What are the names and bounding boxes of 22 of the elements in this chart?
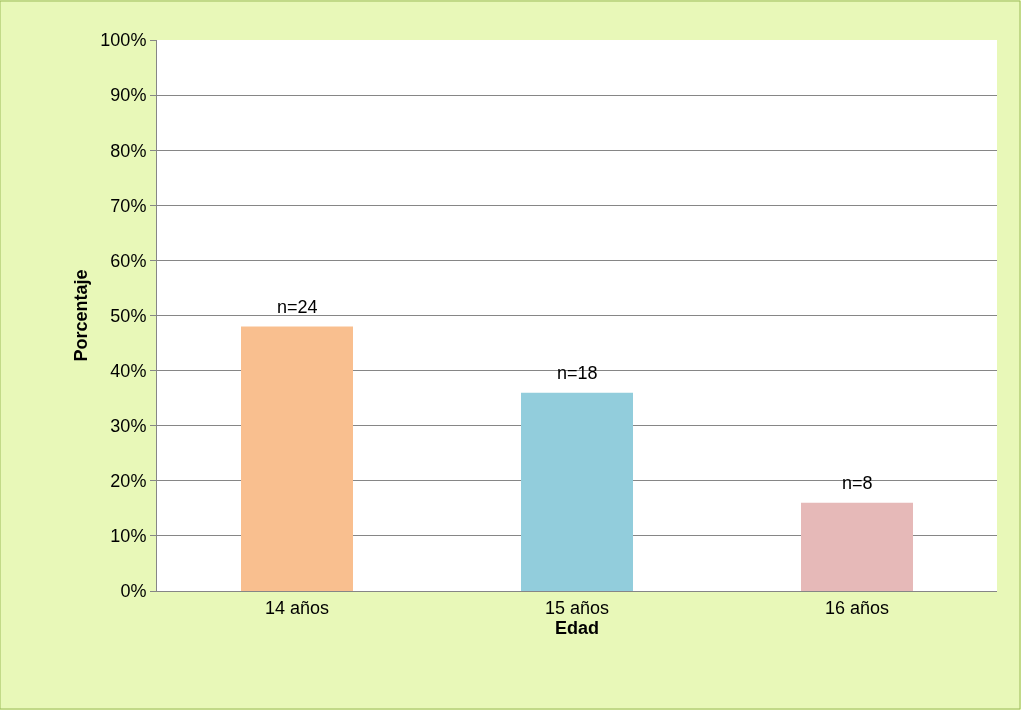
x-tick-label: 15 años	[544, 597, 610, 618]
y-tick-label: 10%	[110, 526, 147, 547]
x-axis-title: Edad	[554, 617, 600, 638]
annotation: n=24	[277, 297, 318, 317]
bar	[521, 392, 633, 591]
y-tick-label: 70%	[110, 195, 147, 216]
y-tick-label: 0%	[120, 581, 147, 602]
y-tick-label: 20%	[110, 471, 147, 492]
annotation: n=18	[557, 363, 598, 383]
y-tick-label: 90%	[110, 85, 147, 106]
y-tick-label: 30%	[110, 416, 147, 436]
x-tick-label: 14 años	[264, 597, 330, 618]
y-tick-label: 80%	[110, 140, 147, 161]
y-tick-label: 40%	[110, 360, 147, 381]
x-tick-label: 16 años	[824, 597, 890, 618]
y-tick-label: 60%	[110, 250, 147, 271]
y-tick-label: 50%	[110, 305, 147, 326]
bar	[241, 326, 353, 591]
y-axis-title: Porcentaje	[70, 269, 91, 362]
bar	[801, 502, 913, 591]
annotation: n=8	[842, 473, 873, 493]
y-tick-label: 100%	[100, 30, 147, 51]
